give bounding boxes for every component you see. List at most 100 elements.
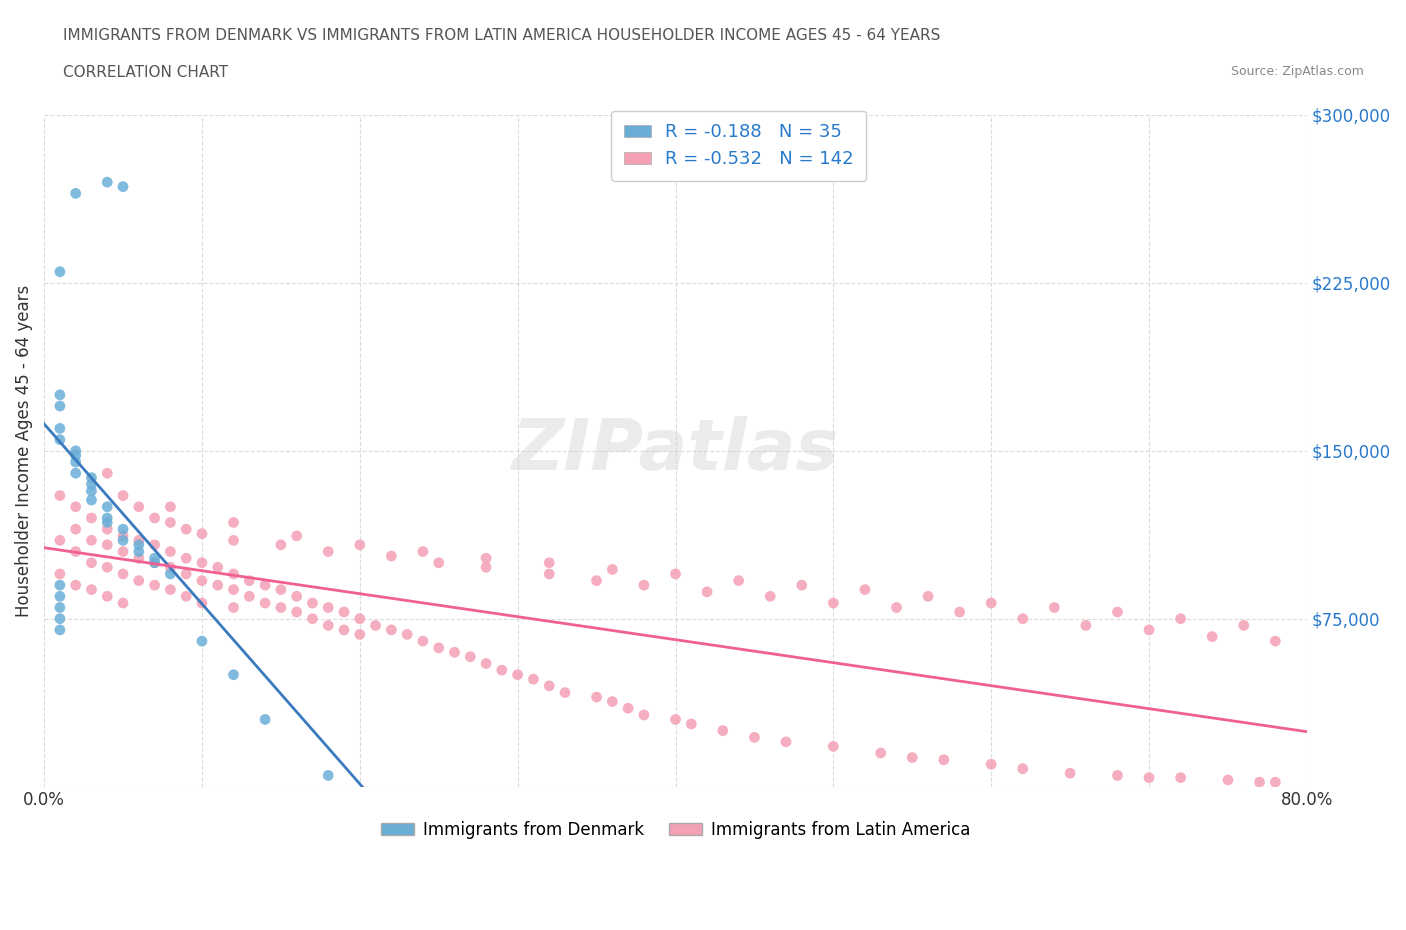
- Point: [412, 544, 434, 559]
- Point: [49, 566, 72, 581]
- Point: [128, 573, 150, 588]
- Point: [696, 584, 718, 599]
- Point: [143, 578, 166, 592]
- Point: [1216, 773, 1239, 788]
- Point: [380, 622, 402, 637]
- Text: CORRELATION CHART: CORRELATION CHART: [63, 65, 228, 80]
- Point: [380, 549, 402, 564]
- Point: [1011, 611, 1033, 626]
- Point: [333, 604, 356, 619]
- Point: [475, 551, 498, 565]
- Point: [65, 522, 87, 537]
- Text: ZIPatlas: ZIPatlas: [512, 417, 839, 485]
- Point: [823, 739, 845, 754]
- Point: [159, 582, 181, 597]
- Point: [159, 566, 181, 581]
- Point: [301, 595, 323, 610]
- Point: [617, 701, 640, 716]
- Point: [1011, 762, 1033, 777]
- Point: [49, 488, 72, 503]
- Point: [949, 604, 972, 619]
- Point: [128, 499, 150, 514]
- Point: [506, 667, 529, 682]
- Point: [664, 566, 686, 581]
- Point: [1107, 768, 1129, 783]
- Point: [128, 544, 150, 559]
- Point: [285, 528, 308, 543]
- Point: [65, 499, 87, 514]
- Point: [143, 551, 166, 565]
- Point: [427, 555, 450, 570]
- Point: [1264, 775, 1286, 790]
- Point: [349, 627, 371, 642]
- Point: [980, 757, 1002, 772]
- Point: [316, 618, 339, 633]
- Point: [790, 578, 813, 592]
- Point: [191, 633, 214, 648]
- Point: [49, 600, 72, 615]
- Point: [80, 582, 103, 597]
- Point: [96, 589, 118, 604]
- Point: [538, 555, 561, 570]
- Point: [191, 595, 214, 610]
- Point: [222, 582, 245, 597]
- Point: [886, 600, 908, 615]
- Point: [1107, 604, 1129, 619]
- Point: [681, 716, 703, 731]
- Point: [96, 511, 118, 525]
- Point: [901, 751, 924, 765]
- Point: [174, 522, 197, 537]
- Point: [254, 578, 277, 592]
- Point: [254, 595, 277, 610]
- Point: [80, 511, 103, 525]
- Y-axis label: Householder Income Ages 45 - 64 years: Householder Income Ages 45 - 64 years: [15, 285, 32, 617]
- Point: [333, 622, 356, 637]
- Point: [49, 388, 72, 403]
- Point: [112, 544, 135, 559]
- Point: [96, 175, 118, 190]
- Point: [112, 528, 135, 543]
- Point: [65, 186, 87, 201]
- Text: IMMIGRANTS FROM DENMARK VS IMMIGRANTS FROM LATIN AMERICA HOUSEHOLDER INCOME AGES: IMMIGRANTS FROM DENMARK VS IMMIGRANTS FR…: [63, 28, 941, 43]
- Point: [1170, 770, 1192, 785]
- Point: [1233, 618, 1256, 633]
- Point: [585, 690, 607, 705]
- Point: [80, 493, 103, 508]
- Point: [159, 544, 181, 559]
- Point: [270, 582, 292, 597]
- Point: [49, 432, 72, 447]
- Point: [349, 611, 371, 626]
- Point: [585, 573, 607, 588]
- Point: [775, 735, 797, 750]
- Point: [174, 566, 197, 581]
- Point: [80, 555, 103, 570]
- Point: [475, 560, 498, 575]
- Point: [128, 533, 150, 548]
- Point: [475, 656, 498, 671]
- Point: [191, 573, 214, 588]
- Point: [316, 544, 339, 559]
- Point: [80, 471, 103, 485]
- Point: [744, 730, 766, 745]
- Point: [112, 533, 135, 548]
- Point: [80, 484, 103, 498]
- Point: [49, 421, 72, 436]
- Point: [1137, 622, 1160, 637]
- Point: [96, 522, 118, 537]
- Point: [143, 555, 166, 570]
- Point: [80, 533, 103, 548]
- Point: [174, 589, 197, 604]
- Point: [222, 667, 245, 682]
- Point: [143, 538, 166, 552]
- Point: [112, 595, 135, 610]
- Point: [96, 560, 118, 575]
- Point: [254, 712, 277, 727]
- Point: [823, 595, 845, 610]
- Point: [222, 533, 245, 548]
- Point: [128, 551, 150, 565]
- Point: [853, 582, 876, 597]
- Point: [96, 499, 118, 514]
- Point: [222, 600, 245, 615]
- Point: [159, 560, 181, 575]
- Point: [65, 578, 87, 592]
